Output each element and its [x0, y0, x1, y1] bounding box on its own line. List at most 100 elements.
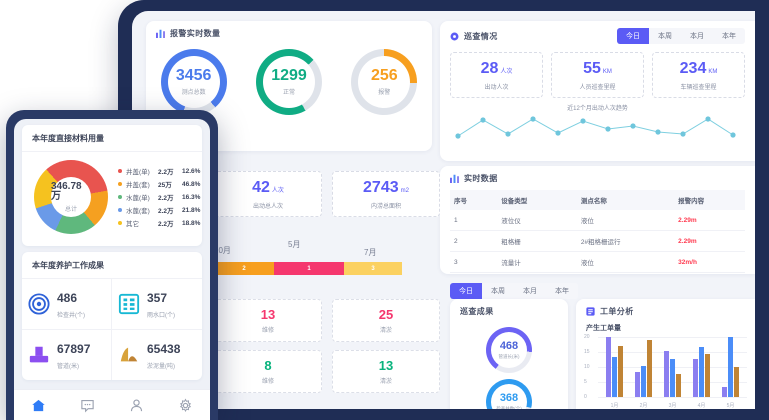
alarm-realtime-card: 报警实时数量 3456 测点总数 1299 正常	[146, 21, 432, 151]
maintenance-item-pipe[interactable]: 67897 管道(米)	[22, 330, 112, 380]
alarm-ring-group: 3456 测点总数 1299 正常 256 报警	[146, 43, 432, 115]
maintenance-card-title: 本年度养护工作成果	[22, 252, 202, 279]
legend-pct: 46.8%	[182, 180, 201, 188]
home-icon	[31, 398, 46, 413]
message-icon	[80, 398, 95, 413]
month-bar-5[interactable]: 1	[274, 262, 344, 275]
gauge-manhole-count-value: 368	[499, 391, 519, 404]
realtime-data-card: 实时数据 序号 设备类型 测点名称 报警内容 1 液	[440, 166, 755, 274]
quad-dredge-green-value: 13	[378, 358, 394, 373]
legend-dot-icon	[118, 208, 122, 212]
legend-dot-icon	[118, 182, 122, 186]
nav-item-profile[interactable]	[112, 390, 161, 420]
bar-group-1[interactable]	[606, 337, 623, 397]
stat-vehicle-mileage: 234 KM 车辆巡查里程	[652, 52, 745, 98]
table-row[interactable]: 2 粗格栅 2#粗格栅运行 2.29m	[450, 230, 745, 252]
legend-name: 其它	[126, 221, 139, 228]
bar-group-4[interactable]	[693, 337, 710, 397]
gear-icon	[178, 398, 193, 413]
material-donut-chart: 346.78万 总计	[34, 160, 108, 234]
stat-dispatch-label: 出动人次	[484, 85, 509, 91]
nav-item-settings[interactable]	[161, 390, 210, 420]
quad-repair-green: 8 维修	[214, 350, 322, 393]
legend-value: 2.2万	[158, 169, 174, 176]
gauge-manhole-count: 368 检查井数(个)	[486, 379, 532, 409]
patrol-range-tabs[interactable]: 今日 本周 本月 本年	[617, 28, 745, 44]
alarm-table: 序号 设备类型 测点名称 报警内容 1 液位仪 液位 2.29m	[450, 190, 745, 273]
tab-today[interactable]: 今日	[617, 28, 649, 44]
gauge-tab-this-week[interactable]: 本周	[482, 283, 514, 299]
stat-dispatch-count: 28 人次 出动人次	[450, 52, 543, 98]
tab-this-year[interactable]: 本年	[713, 28, 745, 44]
quad-dredge-pink-label: 清淤	[379, 328, 392, 334]
legend-value: 25万	[158, 182, 172, 189]
maintenance-item-grate[interactable]: 357 雨水口(个)	[112, 279, 202, 330]
maintenance-grid: 486 检查井(个) 357 雨水口(个)	[22, 279, 202, 380]
tab-this-month[interactable]: 本月	[681, 28, 713, 44]
work-card-header: 工单分析	[576, 299, 755, 321]
chart-bars	[600, 337, 745, 397]
quad-repair-pink-label: 维修	[261, 328, 274, 334]
bar-group-2[interactable]	[635, 337, 652, 397]
gauge-tab-this-month[interactable]: 本月	[514, 283, 546, 299]
month-label-7: 7月	[364, 248, 377, 257]
stat-person-mileage: 55 KM 人员巡查里程	[551, 52, 644, 98]
ring-normal-value: 1299	[271, 67, 307, 84]
cell-index: 1	[450, 210, 498, 231]
stat-vehicle-label: 车辆巡查里程	[680, 85, 717, 91]
table-header-row: 序号 设备类型 测点名称 报警内容	[450, 190, 745, 210]
stat-total-dispatch-value: 42	[252, 179, 270, 196]
legend-value: 2.2万	[158, 195, 174, 202]
stat-flood-area-value: 2743	[363, 179, 399, 196]
material-card-title: 本年度直接材料用量	[22, 125, 202, 152]
nav-item-home[interactable]	[14, 390, 63, 420]
maintenance-item-manhole[interactable]: 486 检查井(个)	[22, 279, 112, 330]
material-legend: 井盖(单) 2.2万 12.6% 井盖(套) 25万 46.8% 水	[108, 163, 200, 231]
stat-dispatch-value: 28	[480, 60, 499, 77]
month-bar-7[interactable]: 3	[344, 262, 402, 275]
patrol-card-title: 巡查情况	[464, 31, 498, 41]
bar-group-5[interactable]	[722, 337, 739, 397]
stat-person-label: 人员巡查里程	[579, 85, 616, 91]
tablet-device: 报警实时数量 3456 测点总数 1299 正常	[118, 0, 769, 420]
stat-flood-area: 2743 m2 内涝总面积	[332, 171, 440, 217]
legend-dot-icon	[118, 195, 122, 199]
donut-total-label: 总计	[64, 206, 77, 213]
legend-name: 水蓖(套)	[126, 208, 150, 215]
cell-device-type: 流量计	[497, 251, 577, 273]
col-index: 序号	[450, 190, 498, 210]
stat-person-value: 55	[583, 60, 601, 77]
mid-stat-group: 42 人次 出动总人次 2743 m2 内涝总面积	[214, 171, 440, 217]
gauge-range-tabs[interactable]: 今日 本周 本月 本年	[450, 283, 578, 299]
table-row[interactable]: 3 流量计 液位 32m/h	[450, 251, 745, 273]
maintenance-pipe-value: 67897	[57, 342, 91, 356]
quad-dredge-green-label: 清淤	[379, 379, 392, 385]
tab-this-week[interactable]: 本周	[649, 28, 681, 44]
legend-item: 其它 2.2万 18.8%	[118, 218, 200, 228]
legend-item: 井盖(套) 25万 46.8%	[118, 179, 200, 189]
xtick-2: 2月	[639, 403, 648, 409]
cell-device-type: 液位仪	[497, 210, 577, 231]
table-row[interactable]: 1 液位仪 液位 2.29m	[450, 210, 745, 231]
col-alarm-content: 报警内容	[674, 190, 745, 210]
patrol-card: 巡查情况 今日 本周 本月 本年 28 人次 出动人次 55 KM	[440, 21, 755, 161]
phone-bottom-nav[interactable]	[14, 389, 210, 420]
gauge-tab-this-year[interactable]: 本年	[546, 283, 578, 299]
legend-dot-icon	[118, 221, 122, 225]
month-bar-10[interactable]: 2	[214, 262, 274, 275]
donut-total-value: 346.78万	[51, 180, 82, 202]
bar-group-3[interactable]	[664, 337, 681, 397]
gauge-tab-today[interactable]: 今日	[450, 283, 482, 299]
produced-orders-chart: 20 15 10 5 0	[584, 334, 747, 409]
patrol-result-card: 巡查成果 468 管道长(米) 368 检查井数(个)	[450, 299, 568, 409]
nav-item-messages[interactable]	[63, 390, 112, 420]
maintenance-item-sludge[interactable]: 65438 淤泥量(吨)	[112, 330, 202, 380]
month-label-5: 5月	[288, 240, 301, 249]
sludge-icon	[118, 344, 140, 366]
stat-vehicle-unit: KM	[708, 69, 718, 75]
ring-alarm-label: 报警	[378, 90, 391, 96]
trend-sparkline	[440, 112, 755, 147]
legend-pct: 18.8%	[182, 219, 201, 227]
maintenance-grate-label: 雨水口(个)	[147, 313, 175, 319]
quad-repair-green-value: 8	[264, 358, 272, 373]
